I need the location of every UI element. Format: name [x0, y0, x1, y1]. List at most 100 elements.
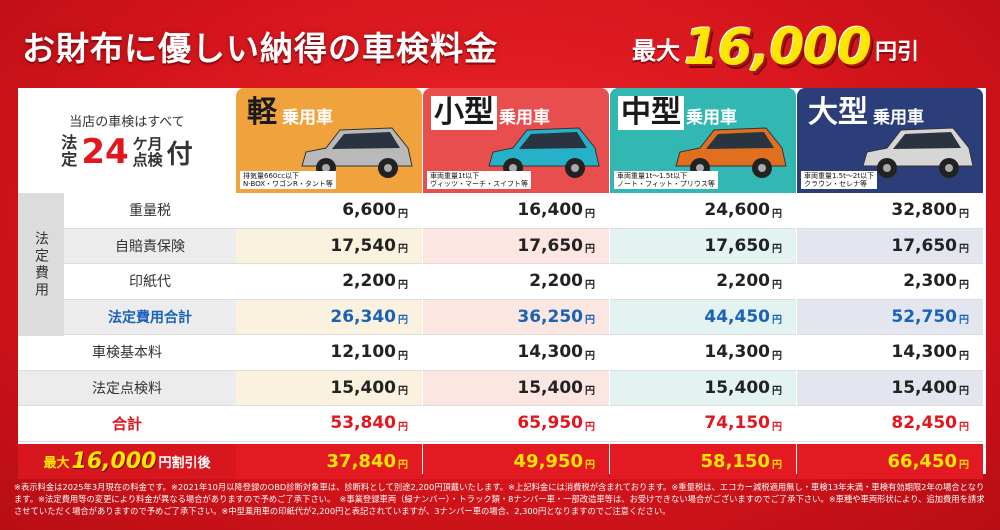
price-amount: 26,340	[330, 306, 396, 327]
car-class-type: 乗用車	[282, 108, 333, 128]
discounted-amount: 37,840	[326, 450, 396, 472]
table-row: 法定費用合計 26,340 円 36,250 円 44,450 円 52,750 円	[18, 299, 986, 335]
yen-unit: 円	[772, 315, 782, 327]
price-amount: 17,540	[330, 235, 396, 256]
car-class-size: 小型	[431, 96, 497, 130]
price-amount: 2,200	[529, 271, 583, 292]
discount-amount: 16,000	[71, 448, 157, 474]
price-cell: 12,100 円	[236, 335, 422, 371]
car-class-label: 中型 乗用車	[618, 96, 737, 130]
price-amount: 2,300	[903, 271, 957, 292]
car-class-spec-line2: ヴィッツ・マーチ・スイフト等	[430, 179, 528, 188]
yen-unit: 円	[959, 421, 969, 433]
hotei-char-1: 法	[61, 133, 78, 153]
car-class-label: 小型 乗用車	[431, 96, 550, 130]
price-amount: 16,400	[517, 200, 583, 221]
price-cell: 24,600 円	[610, 193, 796, 229]
table-row: 車検基本料 12,100 円 14,300 円 14,300 円 14,300 円	[18, 335, 986, 371]
guarantee-caption: 当店の車検はすべて	[69, 114, 185, 130]
yen-unit: 円	[959, 350, 969, 362]
kagetsu-bottom: 点検	[133, 152, 163, 169]
car-class-card: 軽乗用車排気量660cc以下 N-BOX・ワゴンR・タント等	[236, 88, 422, 193]
kagetsu-top: ケ月	[133, 135, 163, 153]
price-amount: 53,840	[330, 413, 396, 434]
price-amount: 44,450	[704, 306, 770, 327]
car-class-size: 軽	[244, 96, 280, 130]
included-char: 付	[166, 139, 193, 170]
price-cell: 17,540 円	[236, 228, 422, 264]
ten-char: 点	[132, 151, 148, 169]
car-class-spec-line1: 車両重量1t以下	[430, 171, 480, 180]
discount-prefix: 最大	[43, 455, 70, 471]
yen-unit: 円	[772, 244, 782, 256]
price-cell: 17,650 円	[610, 228, 796, 264]
discount-promo: 最大 16,000 円引	[632, 8, 919, 78]
price-amount: 82,450	[891, 413, 957, 434]
row-label: 法定費用合計	[64, 299, 236, 335]
yen-unit: 円	[772, 421, 782, 433]
price-cell: 44,450 円	[610, 299, 796, 335]
legal-fees-side-text: 法定費用	[33, 230, 49, 299]
yen-unit: 円	[772, 208, 782, 220]
yen-unit: 円	[959, 315, 969, 327]
price-cell: 82,450 円	[797, 406, 983, 442]
yen-unit: 円	[398, 350, 408, 362]
car-class-spec: 排気量660cc以下 N-BOX・ワゴンR・タント等	[240, 170, 336, 189]
price-cell: 15,400 円	[236, 370, 422, 406]
yen-unit: 円	[585, 386, 595, 398]
car-icon	[862, 127, 974, 178]
yen-unit: 円	[585, 315, 595, 327]
car-class-spec-line1: 車両重量1t〜1.5t以下	[617, 171, 688, 180]
yen-unit: 円	[398, 279, 408, 291]
yen-unit: 円	[585, 459, 595, 471]
promo-amount: 16,000	[684, 18, 872, 76]
yen-unit: 円	[772, 279, 782, 291]
car-class-type: 乗用車	[686, 108, 737, 128]
legal-fees-side-label: 法定費用	[18, 193, 64, 336]
table-row: 自賠責保険 17,540 円 17,650 円 17,650 円 17,650 円	[18, 228, 986, 264]
promo-prefix: 最大	[632, 37, 680, 65]
price-cell: 2,300 円	[797, 264, 983, 300]
car-icon	[301, 127, 413, 178]
row-label: 印紙代	[64, 264, 236, 300]
months-number: 24	[81, 132, 129, 172]
price-cell: 17,650 円	[797, 228, 983, 264]
yen-unit: 円	[398, 386, 408, 398]
discounted-price-cell: 66,450 円	[797, 443, 983, 479]
car-class-type: 乗用車	[499, 108, 550, 128]
price-cell: 53,840 円	[236, 406, 422, 442]
price-cell: 36,250 円	[423, 299, 609, 335]
car-class-label: 大型 乗用車	[805, 96, 924, 130]
price-cell: 16,400 円	[423, 193, 609, 229]
price-amount: 14,300	[517, 342, 583, 363]
yen-unit: 円	[959, 386, 969, 398]
discount-suffix: 円割引後	[158, 455, 211, 471]
price-amount: 24,600	[704, 200, 770, 221]
price-cell: 2,200 円	[236, 264, 422, 300]
price-amount: 14,300	[704, 342, 770, 363]
price-amount: 65,950	[517, 413, 583, 434]
price-cell: 14,300 円	[797, 335, 983, 371]
ken-char: 検	[147, 151, 163, 169]
yen-unit: 円	[585, 350, 595, 362]
hotei-char-2: 定	[61, 150, 78, 169]
price-cell: 17,650 円	[423, 228, 609, 264]
price-amount: 12,100	[330, 342, 396, 363]
price-cell: 52,750 円	[797, 299, 983, 335]
car-class-size: 中型	[618, 96, 684, 130]
hotei-label: 法 定	[61, 133, 78, 169]
yen-unit: 円	[959, 459, 969, 471]
table-row: 法定点検料 15,400 円 15,400 円 15,400 円 15,400 円	[18, 370, 986, 406]
yen-unit: 円	[398, 208, 408, 220]
price-cell: 14,300 円	[423, 335, 609, 371]
car-class-spec-line2: クラウン・セレナ等	[804, 179, 867, 188]
price-amount: 17,650	[891, 235, 957, 256]
car-class-type: 乗用車	[873, 108, 924, 128]
price-cell: 15,400 円	[610, 370, 796, 406]
discounted-price-cell: 49,950 円	[423, 443, 609, 479]
price-amount: 17,650	[704, 235, 770, 256]
discounted-price-cell: 37,840 円	[236, 443, 422, 479]
price-cell: 6,600 円	[236, 193, 422, 229]
price-amount: 6,600	[342, 200, 396, 221]
yen-unit: 円	[585, 279, 595, 291]
